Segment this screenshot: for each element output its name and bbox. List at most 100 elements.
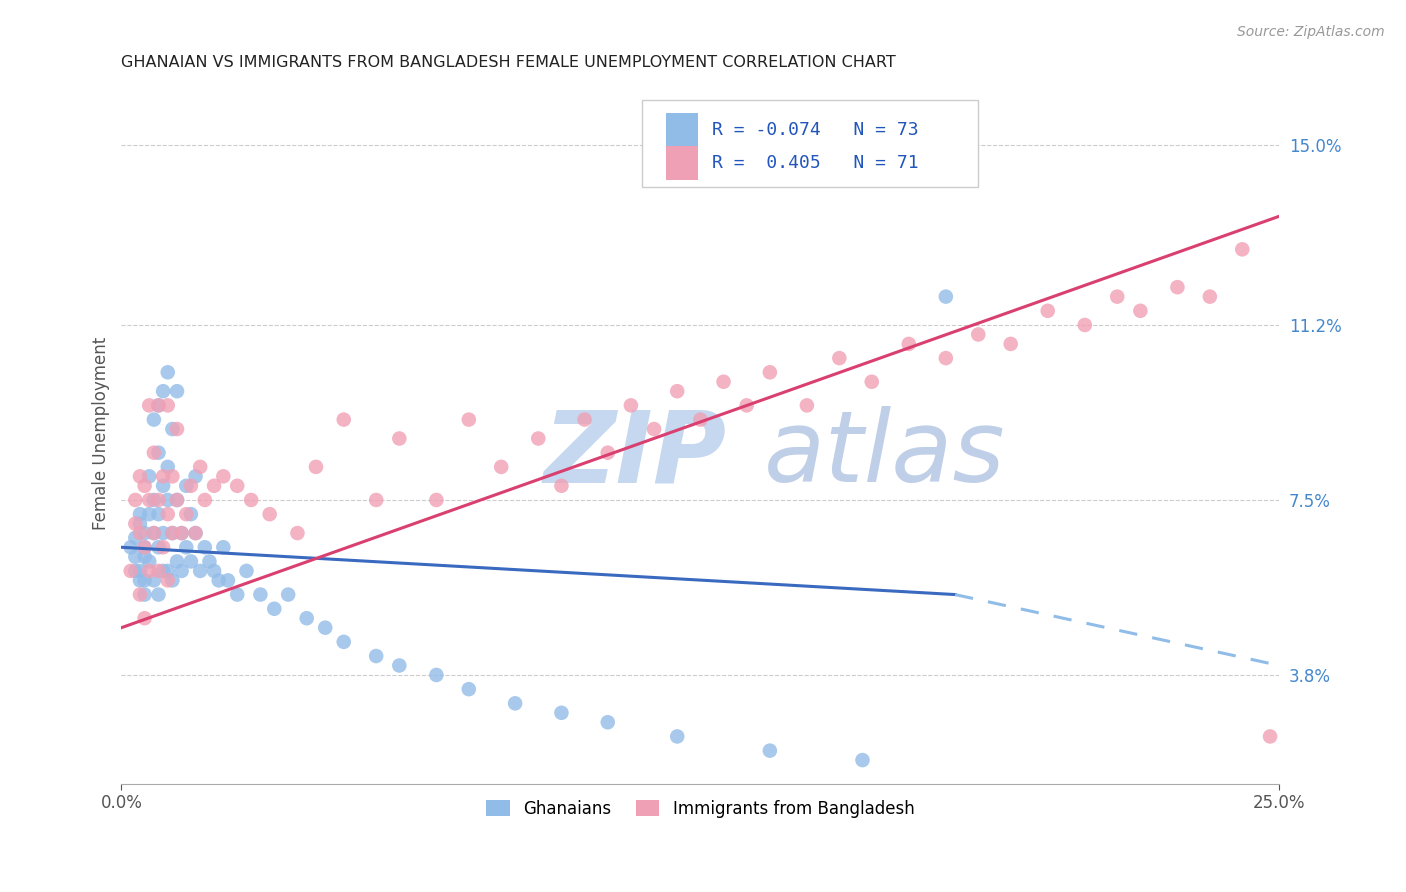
Point (129, 588, 152, 602)
Point (366, 493, 388, 508)
Point (332, 412, 354, 426)
Point (457, 682, 479, 697)
Point (166, 422, 188, 436)
Point (208, 574, 231, 588)
Point (184, 526, 207, 541)
Point (148, 564, 170, 578)
Point (134, 588, 156, 602)
Point (935, 351, 957, 365)
Point (156, 365, 179, 379)
Point (134, 549, 156, 564)
Point (366, 648, 388, 663)
Text: R =  0.405   N = 71: R = 0.405 N = 71 (711, 154, 918, 172)
Point (148, 588, 170, 602)
Point (184, 469, 207, 483)
Point (148, 541, 170, 555)
Point (1000, 337, 1022, 351)
Point (134, 479, 156, 493)
Point (759, 365, 782, 379)
Point (249, 588, 271, 602)
Point (156, 459, 179, 474)
Point (148, 445, 170, 459)
Point (666, 730, 689, 744)
Point (129, 469, 152, 483)
Point (180, 507, 202, 521)
Point (156, 507, 179, 521)
Point (142, 493, 165, 508)
Bar (665, 146, 697, 179)
Point (457, 412, 479, 426)
Text: GHANAIAN VS IMMIGRANTS FROM BANGLADESH FEMALE UNEMPLOYMENT CORRELATION CHART: GHANAIAN VS IMMIGRANTS FROM BANGLADESH F… (121, 55, 896, 70)
Point (148, 507, 170, 521)
Text: ZIP: ZIP (544, 406, 727, 503)
Point (174, 507, 197, 521)
Point (212, 541, 235, 555)
Point (851, 753, 873, 767)
Point (156, 398, 179, 412)
Point (166, 384, 188, 399)
Point (170, 526, 193, 541)
Point (129, 507, 152, 521)
Point (735, 398, 758, 412)
Point (287, 526, 309, 541)
Point (134, 541, 156, 555)
Point (166, 493, 188, 508)
Point (897, 337, 920, 351)
Point (148, 398, 170, 412)
Point (142, 526, 165, 541)
Point (142, 445, 165, 459)
Point (1074, 318, 1097, 332)
Point (226, 479, 249, 493)
FancyBboxPatch shape (643, 100, 979, 187)
Point (713, 375, 735, 389)
Point (295, 611, 318, 625)
Point (129, 574, 152, 588)
Point (388, 432, 411, 446)
Point (184, 526, 207, 541)
Point (194, 541, 217, 555)
Point (332, 635, 354, 649)
Legend: Ghanaians, Immigrants from Bangladesh: Ghanaians, Immigrants from Bangladesh (479, 793, 921, 824)
Point (596, 715, 619, 730)
Point (425, 493, 447, 508)
Point (314, 621, 336, 635)
Point (263, 601, 285, 615)
Point (134, 611, 156, 625)
Point (129, 564, 152, 578)
Point (138, 469, 160, 483)
Point (666, 384, 689, 399)
Point (152, 564, 174, 578)
Point (259, 507, 281, 521)
Point (212, 469, 235, 483)
Point (166, 554, 188, 568)
Point (620, 398, 643, 412)
Point (124, 549, 146, 564)
Point (1036, 303, 1059, 318)
Point (162, 469, 184, 483)
Point (860, 375, 883, 389)
Y-axis label: Female Unemployment: Female Unemployment (93, 337, 110, 531)
Point (226, 588, 249, 602)
Point (574, 412, 596, 426)
Point (1198, 290, 1220, 304)
Point (170, 526, 193, 541)
Point (152, 479, 174, 493)
Point (124, 531, 146, 545)
Point (388, 658, 411, 673)
Point (202, 479, 225, 493)
Point (120, 564, 142, 578)
Point (194, 493, 217, 508)
Point (188, 459, 211, 474)
Point (156, 564, 179, 578)
Point (643, 422, 665, 436)
Point (124, 516, 146, 531)
Point (796, 398, 818, 412)
Text: Source: ZipAtlas.com: Source: ZipAtlas.com (1237, 25, 1385, 39)
Point (120, 541, 142, 555)
Point (1232, 243, 1254, 257)
Point (152, 541, 174, 555)
Point (162, 574, 184, 588)
Point (152, 469, 174, 483)
Point (124, 493, 146, 508)
Point (967, 327, 990, 342)
